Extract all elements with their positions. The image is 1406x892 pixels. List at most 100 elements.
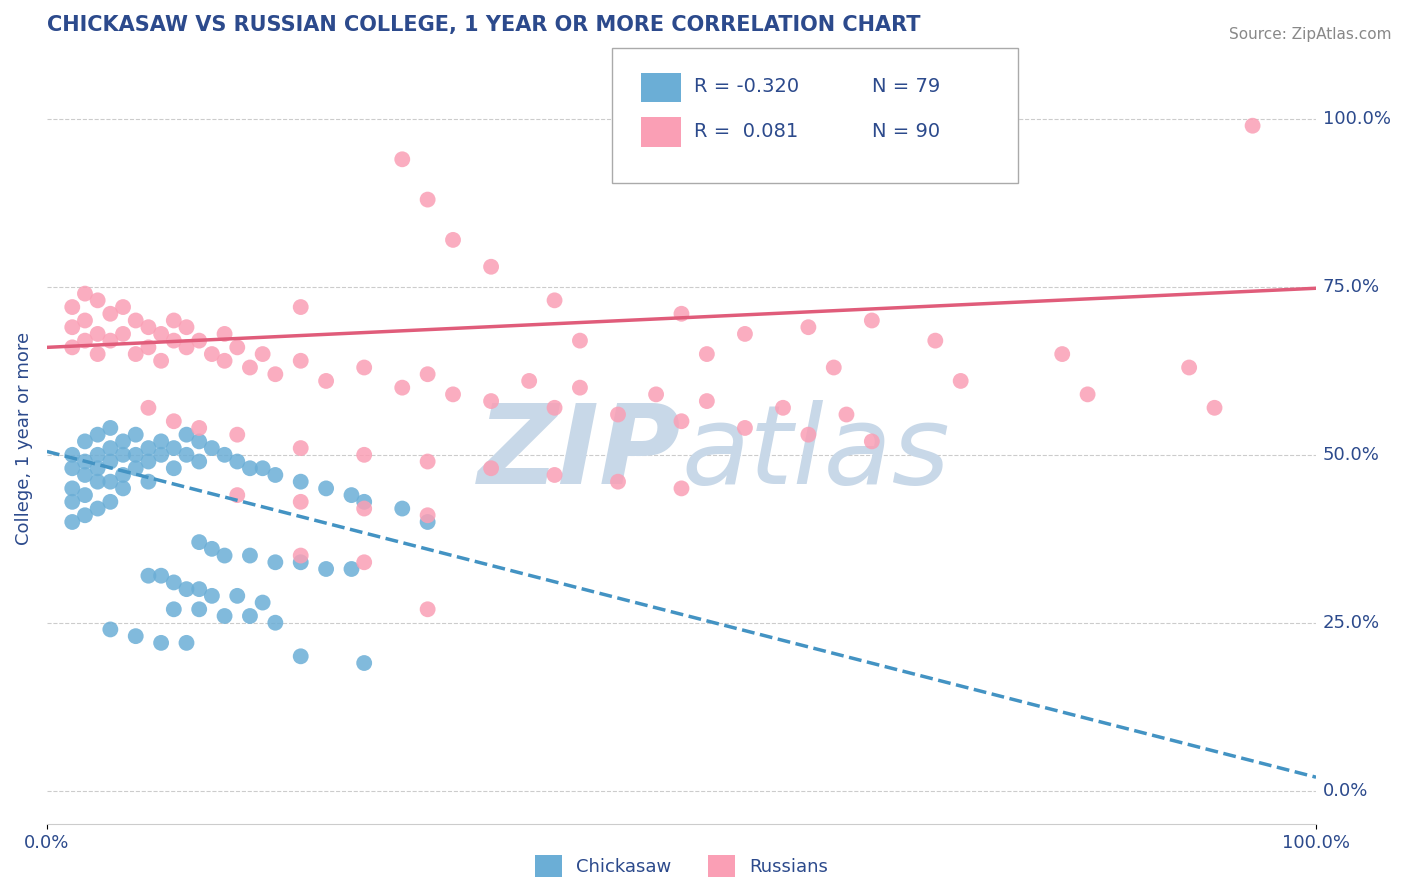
- Point: [671, 482, 693, 496]
- Text: R =  0.081: R = 0.081: [695, 122, 799, 141]
- Point: [98, 307, 121, 321]
- Point: [696, 347, 718, 361]
- Point: [138, 401, 160, 415]
- Point: [226, 454, 249, 468]
- Point: [86, 461, 108, 475]
- Point: [479, 461, 502, 475]
- Point: [1204, 401, 1226, 415]
- Point: [86, 293, 108, 308]
- Text: 50.0%: 50.0%: [1323, 446, 1379, 464]
- Point: [112, 482, 135, 496]
- Legend: Chickasaw, Russians: Chickasaw, Russians: [527, 848, 835, 885]
- Point: [671, 307, 693, 321]
- Point: [176, 427, 198, 442]
- Point: [98, 475, 121, 489]
- Y-axis label: College, 1 year or more: College, 1 year or more: [15, 332, 32, 545]
- Point: [163, 602, 186, 616]
- Point: [290, 649, 312, 664]
- Point: [112, 300, 135, 314]
- Point: [163, 414, 186, 428]
- Point: [214, 549, 236, 563]
- Point: [797, 320, 820, 334]
- Point: [416, 368, 439, 382]
- Point: [112, 434, 135, 449]
- Point: [290, 441, 312, 455]
- Point: [568, 381, 591, 395]
- Point: [138, 568, 160, 582]
- Point: [150, 636, 173, 650]
- Point: [163, 313, 186, 327]
- Point: [163, 334, 186, 348]
- Point: [340, 562, 363, 576]
- Point: [73, 286, 96, 301]
- Point: [201, 589, 224, 603]
- Point: [60, 320, 83, 334]
- Point: [201, 347, 224, 361]
- Point: [479, 260, 502, 274]
- Point: [188, 535, 211, 549]
- Point: [163, 441, 186, 455]
- Point: [98, 454, 121, 468]
- Point: [86, 448, 108, 462]
- Point: [138, 441, 160, 455]
- Point: [315, 562, 337, 576]
- Point: [264, 467, 287, 482]
- Text: 25.0%: 25.0%: [1323, 614, 1381, 632]
- Text: ZIP: ZIP: [478, 400, 682, 507]
- Point: [645, 387, 668, 401]
- Point: [98, 495, 121, 509]
- Point: [201, 441, 224, 455]
- Point: [239, 549, 262, 563]
- Point: [98, 334, 121, 348]
- Point: [1178, 360, 1201, 375]
- Point: [98, 421, 121, 435]
- Point: [73, 334, 96, 348]
- Point: [264, 555, 287, 569]
- Point: [188, 602, 211, 616]
- Point: [163, 461, 186, 475]
- Point: [60, 495, 83, 509]
- Point: [150, 568, 173, 582]
- Point: [138, 340, 160, 354]
- Point: [86, 347, 108, 361]
- Point: [315, 374, 337, 388]
- Point: [290, 549, 312, 563]
- Point: [835, 408, 858, 422]
- Point: [353, 656, 375, 670]
- Point: [98, 623, 121, 637]
- Text: 75.0%: 75.0%: [1323, 278, 1381, 296]
- Point: [150, 434, 173, 449]
- Point: [543, 467, 565, 482]
- Point: [60, 461, 83, 475]
- Point: [671, 414, 693, 428]
- Point: [150, 448, 173, 462]
- Point: [188, 421, 211, 435]
- Point: [176, 320, 198, 334]
- Point: [112, 448, 135, 462]
- Point: [517, 374, 540, 388]
- FancyBboxPatch shape: [641, 118, 682, 147]
- Point: [441, 387, 464, 401]
- Point: [214, 353, 236, 368]
- Point: [734, 421, 756, 435]
- Point: [138, 475, 160, 489]
- FancyBboxPatch shape: [612, 48, 1018, 183]
- Point: [125, 427, 148, 442]
- Point: [441, 233, 464, 247]
- Point: [239, 360, 262, 375]
- Point: [290, 300, 312, 314]
- Point: [1050, 347, 1073, 361]
- Point: [239, 461, 262, 475]
- Point: [568, 334, 591, 348]
- Point: [543, 293, 565, 308]
- Text: N = 79: N = 79: [872, 77, 941, 96]
- Point: [214, 448, 236, 462]
- Point: [138, 320, 160, 334]
- Point: [264, 615, 287, 630]
- Point: [353, 448, 375, 462]
- Point: [73, 434, 96, 449]
- Text: CHICKASAW VS RUSSIAN COLLEGE, 1 YEAR OR MORE CORRELATION CHART: CHICKASAW VS RUSSIAN COLLEGE, 1 YEAR OR …: [46, 15, 921, 35]
- Point: [73, 313, 96, 327]
- Point: [125, 448, 148, 462]
- Point: [353, 495, 375, 509]
